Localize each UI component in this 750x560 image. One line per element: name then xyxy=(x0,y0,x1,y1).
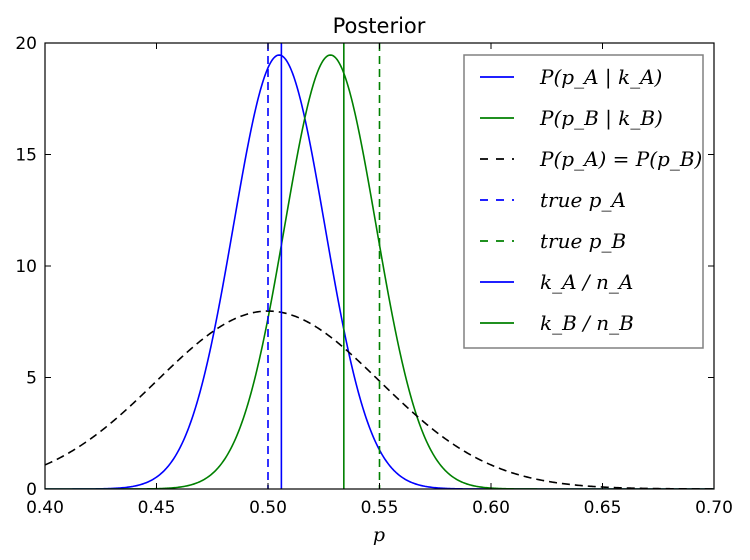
legend-item-true-p-a: true p_A xyxy=(480,188,626,212)
legend-label: P(p_A | k_A) xyxy=(539,65,662,90)
x-tick-label: 0.50 xyxy=(249,498,287,518)
legend-label: true p_B xyxy=(540,229,626,253)
x-axis-label: p xyxy=(373,524,385,546)
y-tick-label: 5 xyxy=(26,369,37,389)
chart-title: Posterior xyxy=(333,14,426,38)
legend: P(p_A | k_A) P(p_B | k_B) P(p_A) = P(p_B)t… xyxy=(463,54,704,349)
vlines-layer xyxy=(267,43,381,489)
legend-item-true-p-b: true p_B xyxy=(480,229,626,253)
legend-label: P(p_B | k_B) xyxy=(539,106,663,131)
legend-item-p-p-a-k-a: P(p_A | k_A) xyxy=(480,65,662,90)
x-tick-label: 0.70 xyxy=(695,498,733,518)
y-tick-label: 15 xyxy=(15,146,37,166)
legend-item-k-a-n-a: k_A / n_A xyxy=(480,270,633,294)
legend-label: k_B / n_B xyxy=(540,311,634,335)
legend-item-k-b-n-b: k_B / n_B xyxy=(480,311,634,335)
legend-box xyxy=(463,54,704,349)
legend-item-p-p-a-p-p-b: P(p_A) = P(p_B) xyxy=(480,147,702,171)
y-tick-label: 0 xyxy=(26,480,37,500)
legend-label: true p_A xyxy=(540,188,626,212)
y-tick-label: 20 xyxy=(15,34,37,54)
legend-label: P(p_A) = P(p_B) xyxy=(539,147,702,171)
y-tick-label: 10 xyxy=(15,257,37,277)
x-tick-label: 0.45 xyxy=(138,498,176,518)
x-tick-label: 0.65 xyxy=(584,498,622,518)
ticks-layer: 0.40 0.45 0.50 0.55 0.60 0.65 0.70 0 5 10 15 20 xyxy=(15,34,733,518)
x-tick-label: 0.40 xyxy=(26,498,64,518)
x-tick-label: 0.60 xyxy=(472,498,510,518)
legend-item-p-p-b-k-b: P(p_B | k_B) xyxy=(480,106,663,131)
legend-label: k_A / n_A xyxy=(540,270,633,294)
x-tick-label: 0.55 xyxy=(361,498,399,518)
